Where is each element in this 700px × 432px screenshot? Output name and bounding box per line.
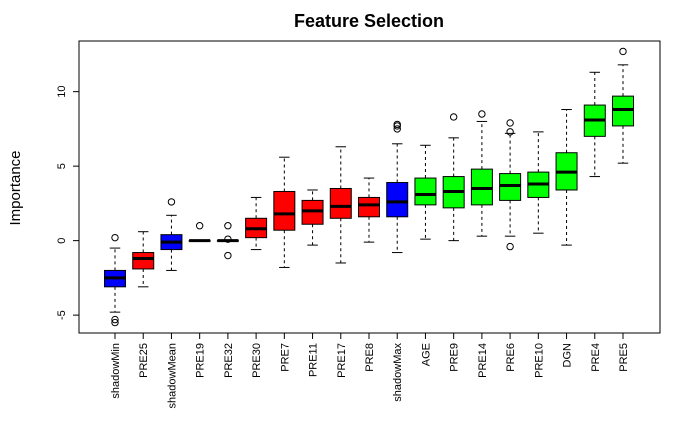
outlier-point bbox=[195, 222, 204, 230]
y-tick-label: -5 bbox=[56, 310, 68, 320]
outlier-point bbox=[111, 315, 119, 324]
outlier-point bbox=[224, 251, 232, 260]
outlier-point bbox=[111, 318, 119, 327]
x-tick-label: PRE11 bbox=[308, 343, 320, 377]
x-tick-label: PRE10 bbox=[533, 343, 545, 378]
box-PRE9 bbox=[442, 113, 465, 242]
outlier-point bbox=[619, 47, 627, 56]
outlier-point bbox=[506, 119, 514, 127]
x-tick-label: PRE30 bbox=[251, 343, 263, 378]
outlier-point bbox=[224, 235, 232, 243]
y-tick-label: 0 bbox=[56, 238, 68, 244]
box-PRE5 bbox=[612, 47, 634, 164]
x-tick-label: PRE5 bbox=[618, 343, 630, 372]
box-series bbox=[104, 47, 634, 327]
x-tick-label: PRE32 bbox=[223, 343, 235, 378]
box-PRE32 bbox=[216, 222, 239, 260]
x-tick-label: shadowMin bbox=[110, 343, 122, 399]
box-PRE30 bbox=[245, 196, 268, 251]
box-shadowMean bbox=[160, 198, 183, 271]
outlier-point bbox=[506, 128, 514, 136]
box-PRE4 bbox=[583, 71, 606, 178]
iqr-box bbox=[386, 182, 409, 218]
box-DGN bbox=[555, 109, 578, 246]
x-tick-label: DGN bbox=[562, 343, 574, 368]
x-tick-label: AGE bbox=[420, 343, 432, 366]
iqr-box bbox=[358, 196, 380, 218]
y-tick-label: 10 bbox=[56, 86, 68, 98]
x-axis: shadowMin PRE25 shadowMean PRE19 PRE32 PRE30 P… bbox=[110, 332, 630, 408]
outlier-point bbox=[167, 198, 176, 206]
x-tick-label: PRE9 bbox=[449, 343, 461, 372]
x-tick-label: PRE14 bbox=[477, 343, 489, 378]
outlier-point bbox=[393, 125, 401, 133]
box-PRE7 bbox=[273, 156, 296, 268]
box-PRE8 bbox=[358, 177, 380, 243]
box-PRE14 bbox=[470, 110, 493, 237]
outlier-point bbox=[111, 233, 119, 242]
iqr-box bbox=[329, 187, 352, 219]
outlier-point bbox=[478, 110, 486, 118]
box-PRE10 bbox=[527, 131, 550, 234]
y-axis-label: Importance bbox=[7, 150, 24, 225]
x-tick-label: PRE7 bbox=[279, 343, 291, 372]
box-PRE11 bbox=[301, 189, 324, 246]
box-AGE bbox=[414, 144, 437, 240]
outlier-point bbox=[506, 242, 514, 251]
iqr-box bbox=[273, 190, 296, 231]
x-tick-label: shadowMean bbox=[166, 343, 178, 408]
x-tick-label: PRE6 bbox=[505, 343, 517, 372]
box-PRE25 bbox=[132, 231, 155, 288]
box-PRE17 bbox=[329, 146, 352, 264]
x-tick-label: shadowMax bbox=[392, 343, 404, 402]
outlier-point bbox=[224, 222, 232, 230]
x-tick-label: PRE25 bbox=[138, 343, 150, 378]
box-PRE6 bbox=[499, 119, 522, 251]
y-tick-label: 5 bbox=[56, 163, 68, 169]
x-tick-label: PRE8 bbox=[364, 343, 376, 372]
iqr-box bbox=[132, 252, 155, 270]
outlier-point bbox=[393, 120, 401, 129]
y-axis: -5 0 5 10 bbox=[56, 86, 80, 320]
box-PRE19 bbox=[188, 222, 211, 243]
x-tick-label: PRE19 bbox=[195, 343, 207, 378]
outlier-point bbox=[449, 113, 458, 121]
box-shadowMin bbox=[104, 233, 126, 327]
iqr-box bbox=[414, 177, 437, 206]
chart-title: Feature Selection bbox=[294, 11, 444, 31]
x-tick-label: PRE17 bbox=[336, 343, 348, 378]
box-shadowMax bbox=[386, 120, 409, 254]
x-tick-label: PRE4 bbox=[590, 343, 602, 372]
